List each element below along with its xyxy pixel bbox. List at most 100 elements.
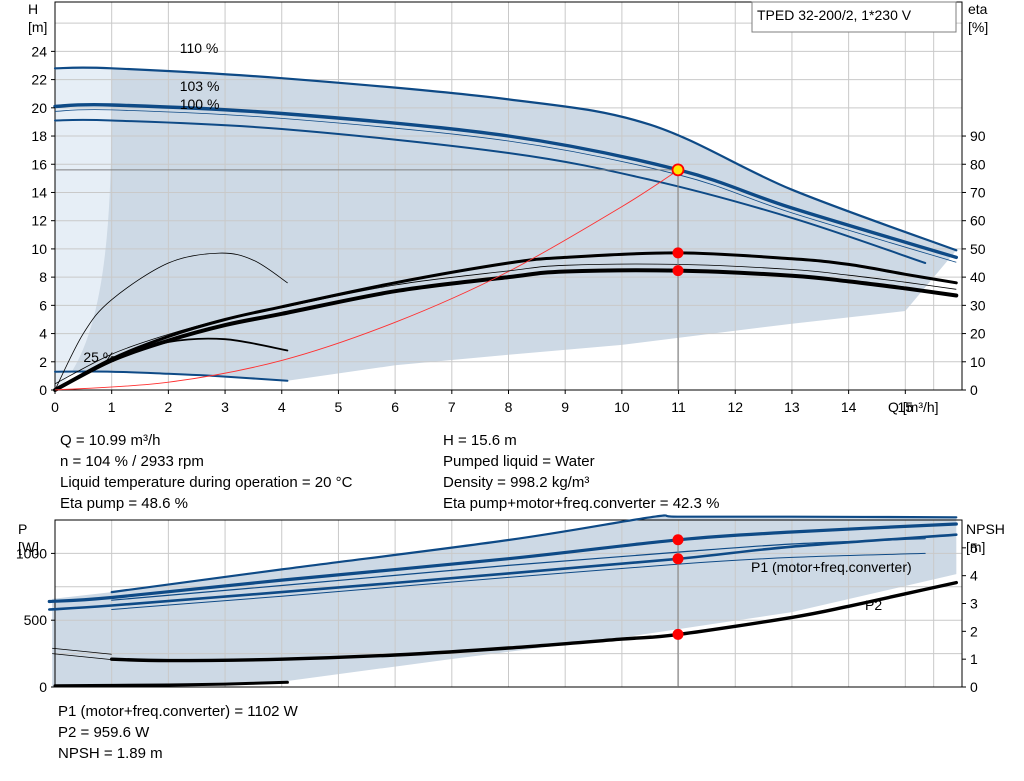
bytick-0: 0	[39, 679, 47, 695]
info-p2: P2 = 959.6 W	[58, 724, 150, 741]
by2tick-3: 3	[970, 596, 978, 612]
info-eta-total: Eta pump+motor+freq.converter = 42.3 %	[443, 495, 720, 512]
series-label-p1: P1 (motor+freq.converter)	[751, 559, 912, 575]
curve-5	[53, 251, 958, 392]
ytick-14: 14	[31, 184, 47, 200]
title-box	[751, 1, 957, 33]
info-top-left: Q = 10.99 m³/h n = 104 % / 2933 rpm Liqu…	[60, 430, 352, 514]
curve-1	[53, 102, 958, 260]
ytick-24: 24	[31, 43, 47, 59]
y2tick-70: 70	[970, 184, 986, 200]
y2-axis-label-line0: eta	[968, 1, 988, 17]
xtick-2: 2	[164, 399, 172, 415]
ytick-22: 22	[31, 72, 47, 88]
ytick-16: 16	[31, 156, 47, 172]
xtick-6: 6	[391, 399, 399, 415]
bcurve-0	[110, 514, 958, 594]
y2tick-10: 10	[970, 354, 986, 370]
y2tick-20: 20	[970, 326, 986, 342]
xtick-7: 7	[448, 399, 456, 415]
ytick-8: 8	[39, 269, 47, 285]
xtick-9: 9	[561, 399, 569, 415]
bcurve-2	[48, 533, 958, 611]
b-y2-axis-label-line1: [m]	[966, 539, 985, 555]
ytick-10: 10	[31, 241, 47, 257]
bcurve-1	[47, 522, 958, 604]
info-p1: P1 (motor+freq.converter) = 1102 W	[58, 703, 298, 720]
ytick-2: 2	[39, 354, 47, 370]
ytick-6: 6	[39, 297, 47, 313]
curve-3	[54, 370, 289, 382]
head-efficiency-plot: 0 1 2 3 4 5 6 7 8 9 10 11 12 13 14 15024681012141618202…	[28, 1, 988, 415]
info-q: Q = 10.99 m³/h	[60, 432, 161, 449]
b-y-axis-label-line0: P	[18, 521, 27, 537]
speed-label-2: 100 %	[180, 96, 220, 112]
extended-area	[55, 68, 112, 390]
speed-label-1: 103 %	[180, 78, 220, 94]
y2tick-80: 80	[970, 156, 986, 172]
info-density: Density = 998.2 kg/m³	[443, 474, 590, 491]
xtick-5: 5	[335, 399, 343, 415]
y2-axis-label-line1: [%]	[968, 19, 988, 35]
y2tick-60: 60	[970, 213, 986, 229]
ytick-18: 18	[31, 128, 47, 144]
ytick-0: 0	[39, 382, 47, 398]
bop-marker-p2	[672, 553, 684, 565]
info-bottom: P1 (motor+freq.converter) = 1102 W P2 = …	[58, 701, 298, 764]
xtick-4: 4	[278, 399, 286, 415]
xtick-12: 12	[727, 399, 743, 415]
y2tick-50: 50	[970, 241, 986, 257]
curve-6	[54, 337, 289, 391]
speed-label-3: 25 %	[83, 349, 115, 365]
bop-marker-p1	[672, 534, 684, 546]
y2tick-30: 30	[970, 297, 986, 313]
y2tick-40: 40	[970, 269, 986, 285]
bcurve-npsh-left2	[52, 653, 112, 661]
info-pumped-liquid: Pumped liquid = Water	[443, 453, 595, 470]
by2tick-4: 4	[970, 568, 978, 584]
xtick-10: 10	[614, 399, 630, 415]
xtick-14: 14	[841, 399, 857, 415]
by2tick-0: 0	[970, 679, 978, 695]
bytick-1000: 1000	[16, 545, 47, 561]
y2tick-0: 0	[970, 382, 978, 398]
b-y-axis-label-line1: [W]	[18, 539, 39, 555]
xtick-11: 11	[671, 399, 686, 415]
curve-7	[54, 252, 288, 391]
by2tick-2: 2	[970, 623, 978, 639]
info-liquid-temp: Liquid temperature during operation = 20…	[60, 474, 353, 491]
operating-area	[55, 67, 957, 381]
xtick-0: 0	[51, 399, 59, 415]
info-h: H = 15.6 m	[443, 432, 517, 449]
y-axis-label-line0: H	[28, 1, 38, 17]
bcurve-3	[111, 538, 926, 601]
ytick-12: 12	[31, 213, 47, 229]
power-npsh-plot: 0 500 1000 0 1 2 3 4 5 P [W] NPSH [m] P1 (motor+freq.…	[16, 514, 1005, 695]
y-axis-label-line1: [m]	[28, 19, 47, 35]
x-axis-label: Q [m³/h]	[888, 399, 939, 415]
bcurve-4	[111, 552, 926, 610]
xtick-3: 3	[221, 399, 229, 415]
series-label-p2: P2	[865, 597, 882, 613]
xtick-15: 15	[898, 399, 914, 415]
power-area	[52, 515, 957, 687]
op-marker-eta-total	[672, 247, 684, 259]
curve-eta-thin	[54, 263, 957, 385]
by2tick-5: 5	[970, 540, 978, 556]
b-y2-axis-label-line0: NPSH	[966, 521, 1005, 537]
info-npsh: NPSH = 1.89 m	[58, 745, 163, 762]
bop-marker-npsh	[672, 628, 684, 640]
bytick-500: 500	[24, 612, 48, 628]
y2tick-90: 90	[970, 128, 986, 144]
op-marker-eta-pump	[672, 265, 684, 277]
curve-103-thin	[54, 109, 957, 263]
bcurve-npsh-left	[52, 647, 112, 655]
info-eta-pump: Eta pump = 48.6 %	[60, 495, 188, 512]
ytick-4: 4	[39, 326, 47, 342]
curve-2	[54, 118, 927, 264]
curve-0	[53, 66, 958, 252]
speed-label-0: 110 %	[180, 40, 219, 56]
xtick-1: 1	[108, 399, 116, 415]
info-speed: n = 104 % / 2933 rpm	[60, 453, 204, 470]
